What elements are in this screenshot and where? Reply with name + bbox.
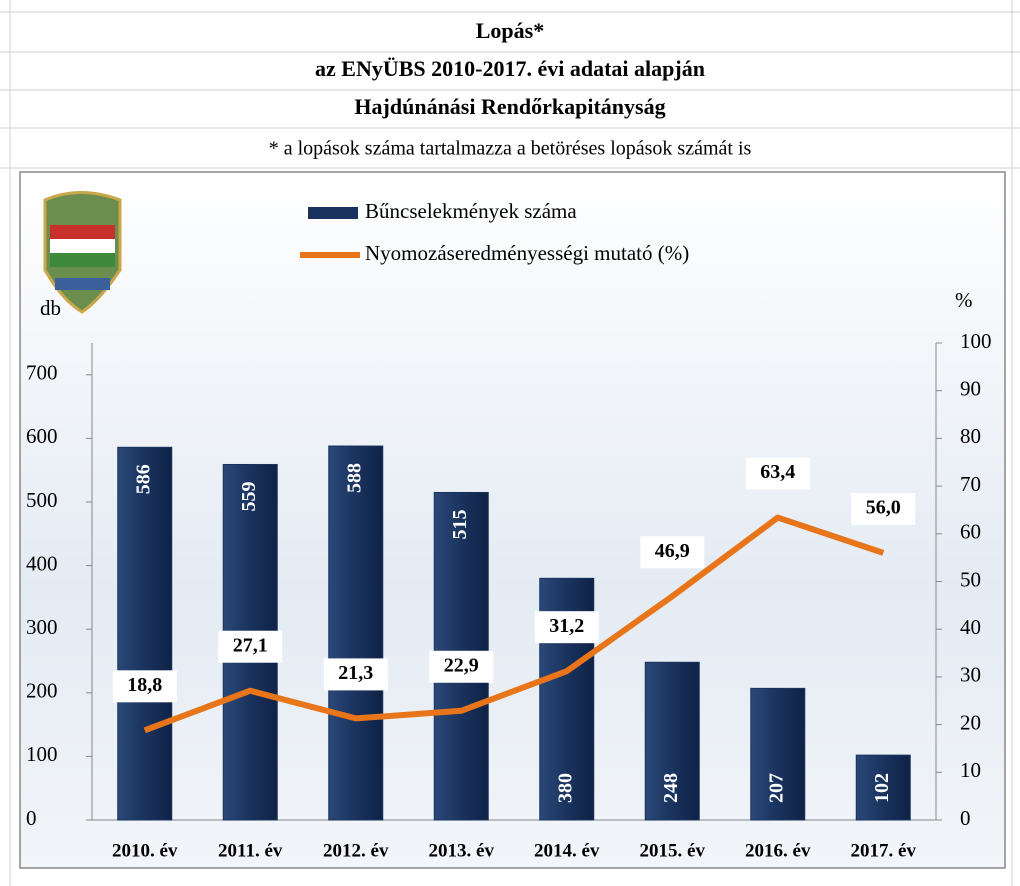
- bar-label: 586: [132, 464, 154, 494]
- line-label: 18,8: [127, 674, 162, 696]
- plot: 0 100 200 300 400 500 600 700 0 10 20 30 40 50 60 70 80 9…: [26, 199, 992, 862]
- label-bg: [429, 650, 494, 683]
- bar: [644, 661, 700, 821]
- y2-tick-label: 10: [960, 758, 981, 782]
- line: [143, 514, 885, 734]
- x-tick-label: 2016. év: [745, 840, 811, 861]
- bar-label: 248: [660, 773, 682, 803]
- y2-tick-label: 60: [960, 520, 981, 544]
- y2-tick-label: 70: [960, 472, 981, 496]
- y-tick-label: 400: [26, 551, 58, 575]
- bar-label: 380: [554, 773, 576, 803]
- line-label: 21,3: [338, 662, 373, 684]
- y-tick-label: 100: [26, 742, 58, 766]
- line-label: 31,2: [549, 615, 584, 637]
- label-bg: [323, 658, 388, 691]
- title: Lopás*: [476, 18, 544, 43]
- y2-tick-label: 90: [960, 377, 981, 401]
- bar: [117, 446, 173, 821]
- line-label: 27,1: [233, 634, 268, 656]
- y2-axis-label: %: [955, 288, 973, 312]
- label-bg: [640, 536, 705, 569]
- x-tick-label: 2015. év: [640, 840, 706, 861]
- bar-label: 559: [238, 481, 260, 511]
- y2-tick-label: 0: [960, 806, 971, 830]
- y-tick-label: 700: [26, 361, 58, 385]
- y-tick-label: 600: [26, 424, 58, 448]
- x-tick-label: 2017. év: [851, 840, 917, 861]
- bar: [855, 754, 911, 821]
- y-axis-label: db: [40, 296, 61, 320]
- line-label: 63,4: [760, 461, 795, 483]
- label-bg: [534, 611, 599, 644]
- bar-label: 207: [765, 773, 787, 803]
- x-tick-label: 2012. év: [323, 840, 389, 861]
- x-tick-label: 2014. év: [534, 840, 600, 861]
- x-tick-label: 2010. év: [112, 840, 178, 861]
- label-bg: [112, 670, 177, 703]
- y-tick-label: 200: [26, 679, 58, 703]
- legend-label: Nyomozáseredményességi mutató (%): [365, 241, 689, 265]
- y2-tick-label: 30: [960, 663, 981, 687]
- y2-tick-label: 40: [960, 615, 981, 639]
- logo: [43, 191, 122, 314]
- y2-tick-label: 80: [960, 424, 981, 448]
- line-label: 22,9: [444, 654, 479, 676]
- y-tick-label: 500: [26, 488, 58, 512]
- subtitle-2: Hajdúnánási Rendőrkapitányság: [354, 94, 665, 119]
- bar: [328, 445, 384, 821]
- label-bg: [851, 492, 916, 525]
- x-tick-label: 2011. év: [218, 840, 283, 861]
- y2-tick-label: 100: [960, 329, 992, 353]
- bar: [750, 687, 806, 821]
- legend-label: Bűncselekmények száma: [365, 199, 577, 223]
- note: * a lopások száma tartalmazza a betörése…: [269, 138, 752, 160]
- y-tick-label: 300: [26, 615, 58, 639]
- label-bg: [218, 630, 283, 663]
- bar-label: 515: [449, 509, 471, 539]
- bar-label: 102: [871, 773, 893, 803]
- label-bg: [745, 457, 810, 490]
- subtitle: az ENyÜBS 2010-2017. évi adatai alapján: [315, 56, 705, 81]
- x-tick-label: 2013. év: [429, 840, 495, 861]
- chart-area: [19, 171, 1006, 869]
- y2-tick-label: 50: [960, 567, 981, 591]
- legend-swatch: [308, 207, 358, 219]
- line-label: 56,0: [866, 496, 901, 518]
- bar-label: 588: [343, 463, 365, 493]
- line-label: 46,9: [655, 540, 690, 562]
- y-tick-label: 0: [26, 806, 37, 830]
- y2-tick-label: 20: [960, 710, 981, 734]
